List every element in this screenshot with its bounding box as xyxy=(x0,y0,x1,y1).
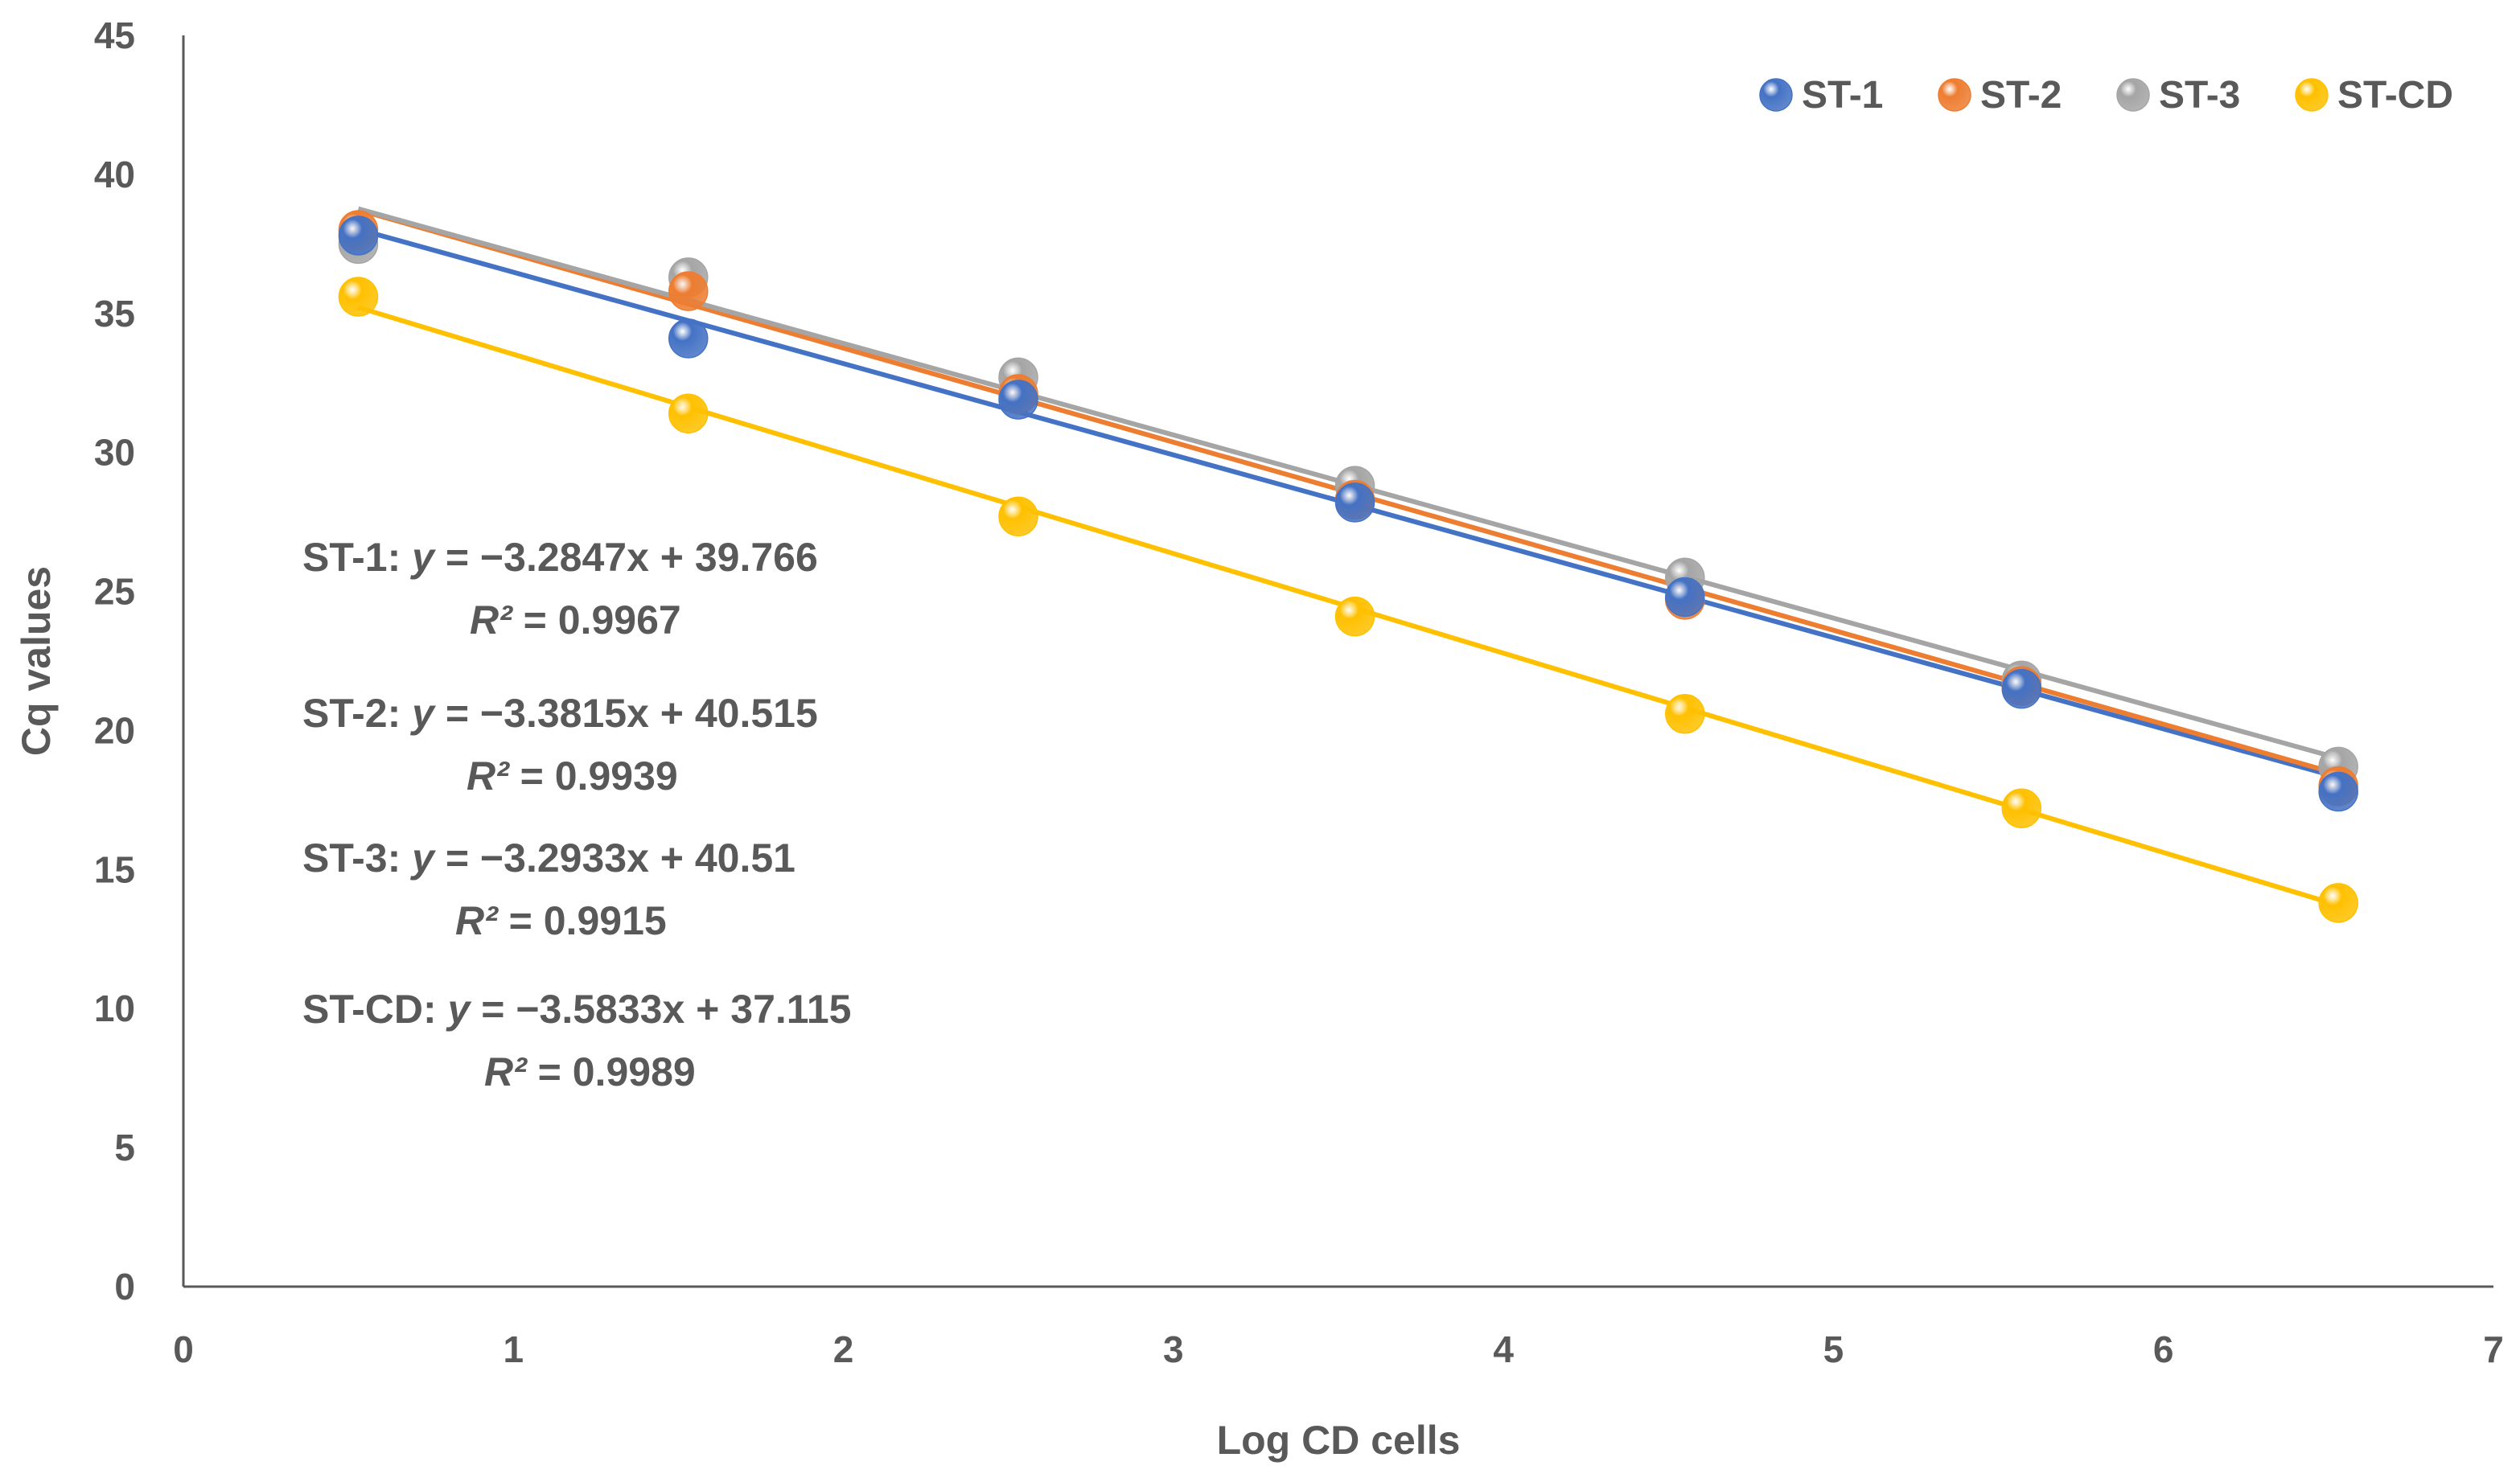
y-tick-label: 45 xyxy=(94,14,135,56)
legend-marker-st-cd xyxy=(2295,78,2329,112)
y-tick-label: 10 xyxy=(94,987,135,1029)
equation-label: ST-3: y = −3.2933x + 40.51 xyxy=(302,835,795,881)
legend-label: ST-3 xyxy=(2159,74,2240,117)
point-st-1 xyxy=(2318,771,2358,812)
y-tick-label: 40 xyxy=(94,154,135,195)
point-st-cd xyxy=(1334,596,1375,637)
y-tick-label: 35 xyxy=(94,293,135,335)
legend: ST-1 ST-2 ST-3 ST-CD xyxy=(1759,74,2453,117)
y-tick-label: 30 xyxy=(94,432,135,474)
point-st-1 xyxy=(2001,668,2042,709)
legend-marker-st-3 xyxy=(2116,78,2150,112)
point-st-1 xyxy=(998,380,1038,420)
point-st-1 xyxy=(338,216,379,256)
x-tick-label: 5 xyxy=(1823,1328,1844,1370)
point-st-cd xyxy=(2001,788,2042,829)
x-axis-title: Log CD cells xyxy=(1217,1418,1461,1463)
x-tick-label: 6 xyxy=(2153,1328,2174,1370)
x-tick-label: 2 xyxy=(833,1328,854,1370)
regression-annotations: ST-1: y = −3.2847x + 39.766 R² = 0.9967 ST… xyxy=(302,535,851,1094)
point-st-1 xyxy=(1334,482,1375,523)
y-tick-label: 0 xyxy=(114,1266,135,1308)
y-tick-label: 5 xyxy=(114,1127,135,1168)
x-tick-labels: 0 1 2 3 4 5 6 7 xyxy=(173,1328,2504,1370)
legend-marker-st-1 xyxy=(1759,78,1793,112)
y-axis-title: Cq values xyxy=(14,566,59,756)
r-squared-label: R² = 0.9939 xyxy=(467,753,678,799)
point-st-cd xyxy=(1665,693,1705,734)
y-tick-label: 20 xyxy=(94,709,135,751)
point-st-1 xyxy=(668,318,709,359)
point-st-cd xyxy=(2318,883,2358,923)
y-tick-label: 25 xyxy=(94,571,135,613)
axes xyxy=(182,35,2493,1288)
x-tick-label: 4 xyxy=(1493,1328,1514,1370)
r-squared-label: R² = 0.9915 xyxy=(455,898,667,943)
point-st-cd xyxy=(338,277,379,317)
equation-label: ST-1: y = −3.2847x + 39.766 xyxy=(302,535,818,580)
data-points xyxy=(338,210,2358,923)
y-tick-labels: 0 5 10 15 20 25 30 35 40 45 xyxy=(94,14,135,1308)
point-st-1 xyxy=(1665,577,1705,618)
x-tick-label: 0 xyxy=(173,1328,194,1370)
point-st-cd xyxy=(668,393,709,434)
x-tick-label: 1 xyxy=(503,1328,524,1370)
legend-label: ST-1 xyxy=(1802,74,1883,117)
legend-label: ST-2 xyxy=(1980,74,2062,117)
y-tick-label: 15 xyxy=(94,848,135,890)
legend-marker-st-2 xyxy=(1938,78,1971,112)
legend-label: ST-CD xyxy=(2337,74,2453,117)
x-tick-label: 7 xyxy=(2483,1328,2504,1370)
equation-label: ST-2: y = −3.3815x + 40.515 xyxy=(302,691,818,736)
point-st-cd xyxy=(998,496,1038,536)
r-squared-label: R² = 0.9989 xyxy=(484,1049,696,1094)
x-tick-label: 3 xyxy=(1163,1328,1184,1370)
r-squared-label: R² = 0.9967 xyxy=(470,597,681,643)
equation-label: ST-CD: y = −3.5833x + 37.115 xyxy=(302,987,851,1032)
point-st-2 xyxy=(668,271,709,311)
